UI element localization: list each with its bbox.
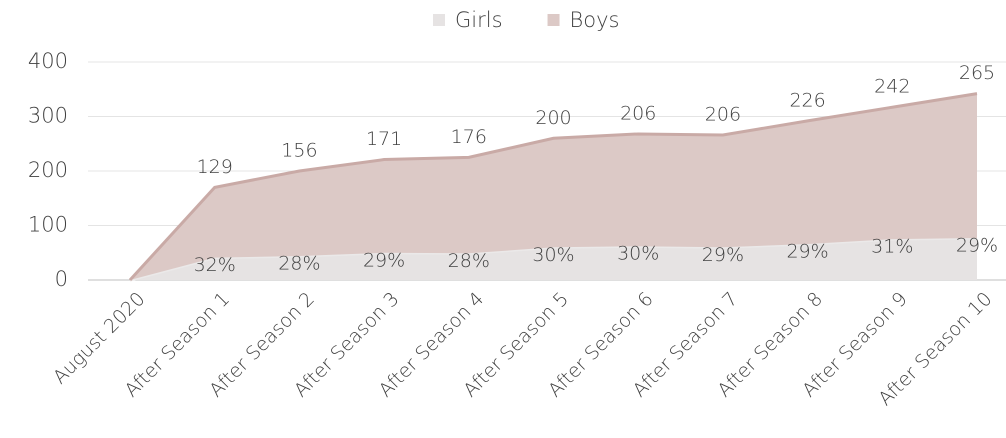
data-label: 29%	[363, 249, 405, 271]
data-label: 29%	[956, 235, 998, 257]
data-label: 129	[197, 156, 233, 178]
data-label: 265	[959, 62, 995, 84]
data-label: 200	[535, 107, 571, 129]
legend-swatch	[547, 14, 560, 26]
legend-swatch	[433, 14, 445, 26]
y-tick-label: 0	[55, 267, 68, 291]
data-label: 29%	[786, 241, 828, 263]
data-label: 206	[705, 104, 741, 126]
data-label: 206	[620, 102, 656, 124]
data-label: 242	[874, 76, 910, 98]
y-tick-label: 400	[28, 49, 68, 73]
data-label: 30%	[532, 244, 574, 266]
data-label: 28%	[278, 253, 320, 275]
area-fill	[130, 238, 977, 280]
legend-label: Boys	[570, 8, 620, 32]
legend-label: Girls	[455, 8, 503, 32]
y-tick-label: 300	[28, 104, 68, 128]
y-tick-label: 200	[28, 158, 68, 182]
data-label: 28%	[448, 250, 490, 272]
data-label: 176	[451, 126, 487, 148]
data-label: 30%	[617, 243, 659, 265]
data-label: 171	[366, 128, 402, 150]
data-label: 29%	[702, 244, 744, 266]
y-tick-label: 100	[28, 213, 68, 237]
data-label: 156	[281, 140, 317, 162]
data-label: 226	[789, 89, 825, 111]
area-line	[128, 92, 978, 282]
data-label: 32%	[194, 254, 236, 276]
data-label: 31%	[871, 236, 913, 258]
area-fill	[130, 93, 977, 280]
